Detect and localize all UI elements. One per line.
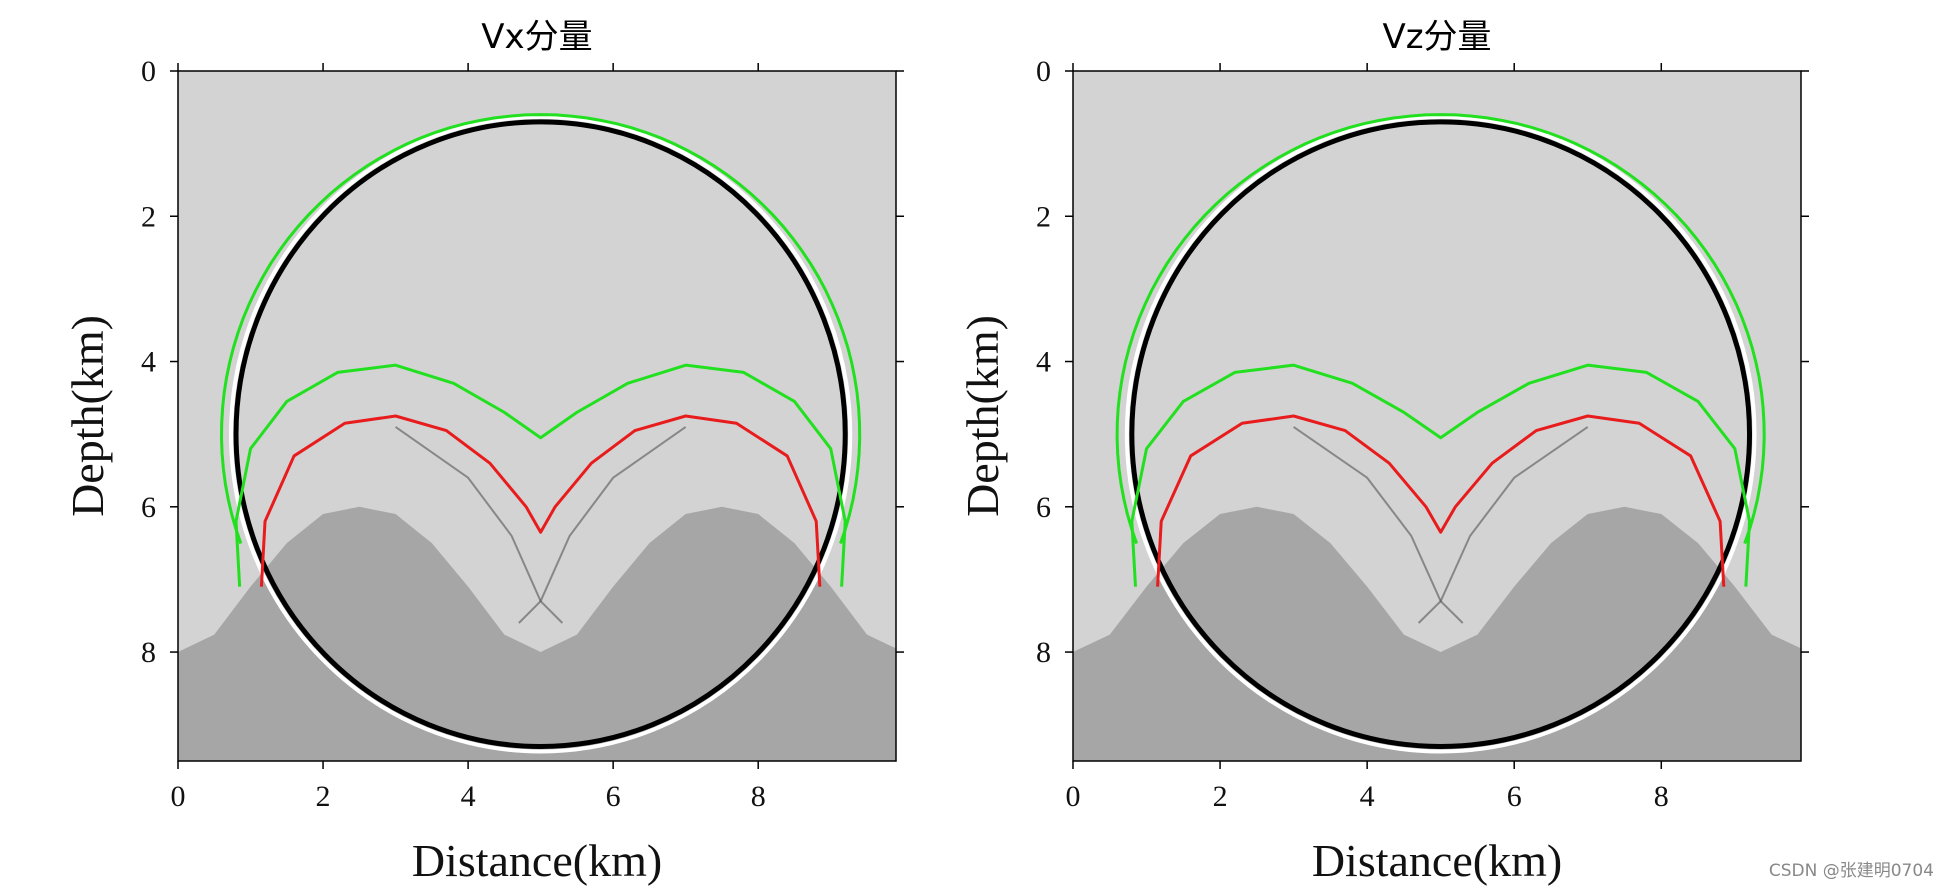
x-tick-label: 8 <box>1654 780 1669 813</box>
x-axis-label: Distance(km) <box>412 835 662 886</box>
green-reflection-curve <box>234 363 847 587</box>
panel-title: Vx分量 <box>481 17 592 57</box>
red-wave-curve <box>1156 414 1726 587</box>
direct-wave-front <box>233 119 848 749</box>
x-tick-label: 6 <box>606 780 621 813</box>
x-tick-label: 0 <box>1066 780 1081 813</box>
x-tick-label: 4 <box>1360 780 1375 813</box>
x-tick-label: 2 <box>316 780 331 813</box>
y-axis-label: Depth(km) <box>957 315 1008 517</box>
plot-area <box>1073 71 1801 761</box>
y-tick-label: 2 <box>141 200 156 233</box>
green-direct-wave <box>1115 113 1766 544</box>
y-tick-label: 2 <box>1036 200 1051 233</box>
faint-reflection-curve <box>395 426 564 624</box>
red-wave-curve <box>259 414 822 587</box>
direct-wave-front <box>1129 119 1753 749</box>
plot-frame <box>177 70 897 762</box>
watermark-text: CSDN @张建明0704 <box>1769 861 1934 881</box>
direct-wave-halo <box>229 114 853 754</box>
x-axis-label: Distance(km) <box>1312 835 1562 886</box>
x-tick-label: 8 <box>751 780 766 813</box>
x-tick-label: 0 <box>171 780 186 813</box>
panel-vx: 0 2 4 6 8 0 2 4 6 8 Vx分量 Distance(km) Depth(km) <box>62 17 904 886</box>
faint-reflection-curve <box>518 426 687 624</box>
direct-wave-halo <box>1124 114 1757 754</box>
panel-vz: 0 2 4 6 8 0 2 4 6 8 Vz分量 Distance(km) Depth(km) <box>957 17 1809 886</box>
y-tick-label: 0 <box>1036 55 1051 88</box>
y-axis-label: Depth(km) <box>62 315 113 517</box>
x-tick-label: 2 <box>1213 780 1228 813</box>
y-tick-label: 8 <box>141 636 156 669</box>
plot-frame <box>1072 70 1802 762</box>
y-tick-label: 6 <box>1036 491 1051 524</box>
x-tick-label: 4 <box>461 780 476 813</box>
green-direct-wave <box>219 113 862 544</box>
y-tick-label: 8 <box>1036 636 1051 669</box>
x-tick-label: 6 <box>1507 780 1522 813</box>
panel-title: Vz分量 <box>1382 17 1491 57</box>
plot-area <box>178 71 896 761</box>
faint-reflection-curve <box>1417 426 1589 624</box>
y-tick-label: 4 <box>141 346 156 379</box>
y-tick-label: 4 <box>1036 346 1051 379</box>
faint-reflection-curve <box>1293 426 1464 624</box>
y-tick-label: 6 <box>141 491 156 524</box>
green-reflection-curve <box>1130 363 1752 587</box>
y-tick-label: 0 <box>141 55 156 88</box>
